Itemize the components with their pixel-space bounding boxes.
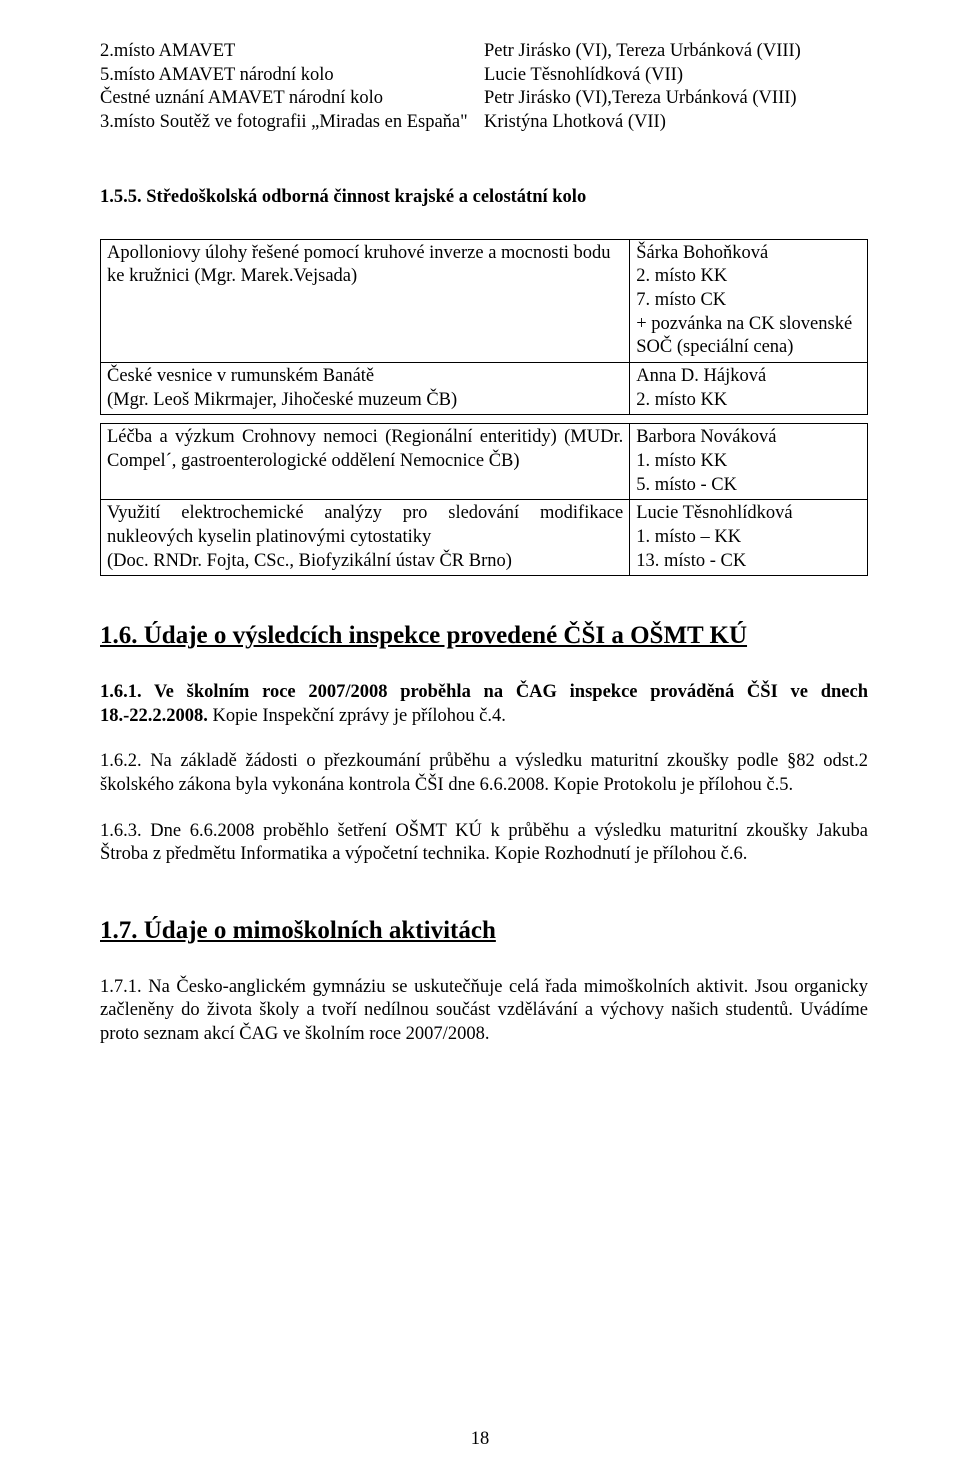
table-row: Léčba a výzkum Crohnovy nemoci (Regionál… xyxy=(101,424,868,500)
table-row: České vesnice v rumunském Banátě(Mgr. Le… xyxy=(101,363,868,415)
heading-155: 1.5.5. Středoškolská odborná činnost kra… xyxy=(100,185,868,209)
document-page: 2.místo AMAVET Petr Jirásko (VI), Tereza… xyxy=(0,0,960,1480)
soc-result: Šárka Bohoňková2. místo KK7. místo CK+ p… xyxy=(630,239,868,362)
amavet-results-table: 2.místo AMAVET Petr Jirásko (VI), Tereza… xyxy=(100,40,868,135)
result-left: Čestné uznání AMAVET národní kolo xyxy=(100,87,484,111)
result-left: 2.místo AMAVET xyxy=(100,40,484,64)
paragraph-162: 1.6.2. Na základě žádosti o přezkoumání … xyxy=(100,750,868,797)
paragraph-161: 1.6.1. Ve školním roce 2007/2008 proběhl… xyxy=(100,681,868,728)
table-row: Apolloniovy úlohy řešené pomocí kruhové … xyxy=(101,239,868,362)
spacer xyxy=(100,415,868,423)
soc-result: Lucie Těsnohlídková1. místo – KK13. míst… xyxy=(630,500,868,576)
soc-project: České vesnice v rumunském Banátě(Mgr. Le… xyxy=(101,363,630,415)
result-right: Kristýna Lhotková (VII) xyxy=(484,111,868,135)
paragraph-171: 1.7.1. Na Česko-anglickém gymnáziu se us… xyxy=(100,976,868,1047)
result-right: Petr Jirásko (VI), Tereza Urbánková (VII… xyxy=(484,40,868,64)
table-row: 5.místo AMAVET národní kolo Lucie Těsnoh… xyxy=(100,64,868,88)
table-row: 3.místo Soutěž ve fotografii „Miradas en… xyxy=(100,111,868,135)
soc-project: Apolloniovy úlohy řešené pomocí kruhové … xyxy=(101,239,630,362)
soc-project: Léčba a výzkum Crohnovy nemoci (Regionál… xyxy=(101,424,630,500)
soc-result: Barbora Nováková1. místo KK5. místo - CK xyxy=(630,424,868,500)
soc-table-2: Léčba a výzkum Crohnovy nemoci (Regionál… xyxy=(100,423,868,576)
result-left: 5.místo AMAVET národní kolo xyxy=(100,64,484,88)
table-row: Využití elektrochemické analýzy pro sled… xyxy=(101,500,868,576)
soc-project: Využití elektrochemické analýzy pro sled… xyxy=(101,500,630,576)
table-row: Čestné uznání AMAVET národní kolo Petr J… xyxy=(100,87,868,111)
paragraph-163: 1.6.3. Dne 6.6.2008 proběhlo šetření OŠM… xyxy=(100,820,868,867)
soc-result: Anna D. Hájková2. místo KK xyxy=(630,363,868,415)
result-right: Lucie Těsnohlídková (VII) xyxy=(484,64,868,88)
heading-17: 1.7. Údaje o mimoškolních aktivitách xyxy=(100,915,868,948)
soc-table-1: Apolloniovy úlohy řešené pomocí kruhové … xyxy=(100,239,868,416)
heading-16: 1.6. Údaje o výsledcích inspekce provede… xyxy=(100,620,868,653)
table-row: 2.místo AMAVET Petr Jirásko (VI), Tereza… xyxy=(100,40,868,64)
paragraph-161-rest: Kopie Inspekční zprávy je přílohou č.4. xyxy=(208,706,506,726)
result-left: 3.místo Soutěž ve fotografii „Miradas en… xyxy=(100,111,484,135)
result-right: Petr Jirásko (VI),Tereza Urbánková (VIII… xyxy=(484,87,868,111)
page-number: 18 xyxy=(0,1429,960,1450)
